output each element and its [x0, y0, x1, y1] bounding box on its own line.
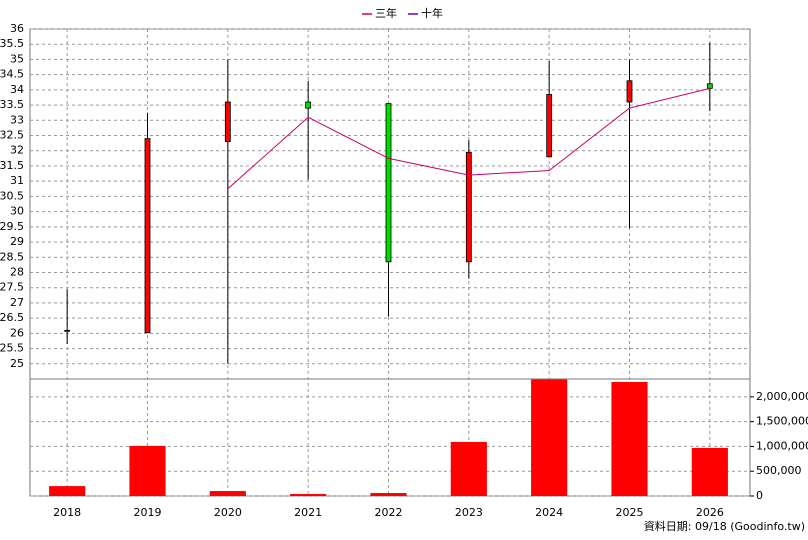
y-tick-label: 26.5	[0, 311, 24, 324]
x-tick-label: 2025	[616, 506, 644, 519]
x-tick-label: 2020	[214, 506, 242, 519]
y-tick-label: 25.5	[0, 342, 24, 355]
x-tick-label: 2018	[53, 506, 81, 519]
footer: 資料日期: 09/18 (Goodinfo.tw)	[644, 519, 805, 533]
x-tick-label: 2019	[134, 506, 162, 519]
x-tick-label: 2021	[294, 506, 322, 519]
x-tick-label: 2022	[375, 506, 403, 519]
y-tick-label: 35.5	[0, 37, 24, 50]
candle-body	[546, 94, 553, 158]
y2-tick-label: 1,000,000	[756, 439, 808, 452]
volume-bar	[691, 447, 728, 496]
y-tick-label: 32.5	[0, 129, 24, 142]
y-tick-label: 28.5	[0, 250, 24, 263]
y-tick-label: 36	[10, 22, 24, 35]
y-tick-label: 35	[10, 52, 24, 65]
line-series	[227, 87, 710, 190]
y-tick-label: 25	[10, 357, 24, 370]
y-tick-label: 30	[10, 205, 24, 218]
y-tick-label: 27.5	[0, 281, 24, 294]
y-tick-label: 33.5	[0, 98, 24, 111]
y-tick-label: 27	[10, 296, 24, 309]
y-tick-label: 29.5	[0, 220, 24, 233]
y2-tick-label: 0	[756, 489, 763, 502]
volume-bar	[209, 491, 246, 496]
y-tick-label: 31.5	[0, 159, 24, 172]
candle-body	[706, 83, 713, 89]
y-tick-label: 28	[10, 265, 24, 278]
y2-tick-label: 500,000	[756, 464, 802, 477]
candle-body	[385, 103, 392, 263]
candle-body	[64, 329, 71, 332]
y2-tick-label: 1,500,000	[756, 415, 808, 428]
volume-bar	[129, 445, 166, 496]
y-tick-label: 34	[10, 83, 24, 96]
volume-bar	[611, 381, 648, 496]
y-tick-label: 30.5	[0, 189, 24, 202]
y-tick-label: 32	[10, 144, 24, 157]
candle-body	[465, 151, 472, 263]
y-tick-label: 26	[10, 326, 24, 339]
volume-bar	[49, 486, 86, 496]
volume-bar	[290, 494, 327, 496]
legend-label: 十年	[421, 6, 443, 20]
volume-bar	[531, 379, 568, 496]
y-tick-label: 31	[10, 174, 24, 187]
y-tick-label: 29	[10, 235, 24, 248]
candle-body	[224, 101, 231, 143]
x-tick-label: 2024	[535, 506, 563, 519]
volume-bar	[370, 493, 407, 496]
volume-bar	[450, 441, 487, 496]
y2-tick-label: 2,000,000	[756, 390, 808, 403]
y-tick-label: 34.5	[0, 68, 24, 81]
legend-label: 三年	[375, 6, 397, 20]
candle-body	[626, 80, 633, 103]
candle-body	[305, 101, 312, 109]
y-tick-label: 33	[10, 113, 24, 126]
x-tick-label: 2026	[696, 506, 724, 519]
x-tick-label: 2023	[455, 506, 483, 519]
candle-body	[144, 138, 151, 334]
